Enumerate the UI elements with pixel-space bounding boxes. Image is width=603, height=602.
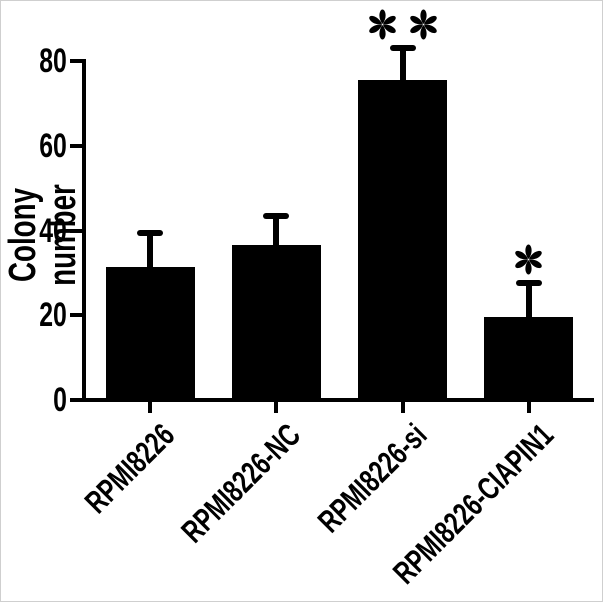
bar <box>358 80 447 400</box>
x-tick <box>526 402 531 413</box>
y-tick-label-text: 0 <box>53 381 67 419</box>
x-tick <box>148 402 153 413</box>
error-bar-cap <box>389 45 416 52</box>
x-tick-label-text: RPMI8226-si <box>310 416 434 540</box>
x-tick-label-text: RPMI8226-NC <box>174 416 308 550</box>
error-bar-stem <box>273 215 280 250</box>
error-bar-stem <box>147 232 154 271</box>
y-tick-label: 60 <box>1 129 67 163</box>
asterisk-icon <box>515 244 542 276</box>
significance-marker <box>459 243 599 276</box>
bar <box>231 245 321 400</box>
error-bar-cap <box>137 229 164 236</box>
error-bar-stem <box>525 283 532 322</box>
bar <box>484 317 574 400</box>
bar <box>105 266 195 400</box>
y-tick <box>70 228 82 233</box>
y-tick-label-text: 40 <box>39 211 67 250</box>
y-tick-label: 0 <box>1 383 67 417</box>
y-tick-label-text: 60 <box>39 126 67 165</box>
y-tick-label: 40 <box>1 214 67 248</box>
y-tick <box>70 398 82 402</box>
x-axis-line <box>82 398 594 402</box>
error-bar-cap <box>515 280 542 287</box>
y-tick-label-text: 80 <box>39 42 67 80</box>
y-tick-label: 20 <box>1 298 67 332</box>
significance-marker <box>333 8 473 41</box>
x-tick <box>400 402 405 413</box>
asterisk-icon <box>368 9 396 40</box>
x-tick-label: RPMI8226 <box>50 416 182 548</box>
y-axis-line <box>82 59 86 402</box>
error-bar-cap <box>263 212 290 219</box>
y-tick <box>70 313 82 318</box>
y-tick-label-text: 20 <box>39 296 67 335</box>
error-bar-stem <box>399 48 406 85</box>
x-tick-label-text: RPMI8226 <box>77 416 182 521</box>
x-tick-label: RPMI8226-CIAPIN1 <box>332 417 560 601</box>
x-tick <box>274 402 279 413</box>
y-tick-label: 80 <box>1 44 67 78</box>
asterisk-icon <box>409 9 437 40</box>
y-tick <box>70 59 82 63</box>
y-tick <box>70 143 82 148</box>
